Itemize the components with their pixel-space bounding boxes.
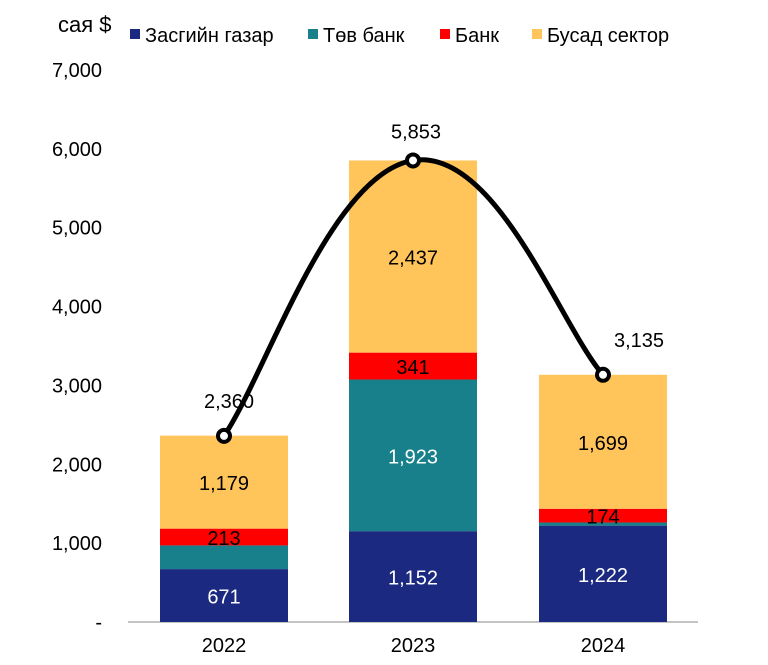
x-tick-label: 2022 <box>202 635 247 657</box>
legend-swatch-4 <box>532 29 542 39</box>
y-tick-label: 3,000 <box>52 375 102 397</box>
y-tick-label: 2,000 <box>52 454 102 476</box>
legend-swatch-2 <box>308 29 318 39</box>
data-label: 1,699 <box>578 433 628 455</box>
total-label: 3,135 <box>614 330 664 352</box>
y-unit-label: сая $ <box>58 12 112 37</box>
y-tick-label: 5,000 <box>52 218 102 240</box>
bar-segment <box>539 522 667 526</box>
y-tick-label: 1,000 <box>52 533 102 555</box>
data-label: 341 <box>396 357 429 379</box>
y-tick-label: 6,000 <box>52 139 102 161</box>
data-label: 671 <box>207 587 240 609</box>
x-tick-label: 2023 <box>391 635 436 657</box>
legend-label-4: Бусад сектор <box>547 25 669 47</box>
y-tick-label: 7,000 <box>52 60 102 82</box>
total-label: 2,360 <box>204 391 254 413</box>
bar-segment <box>160 528 288 546</box>
bar-segment <box>349 531 477 622</box>
bar-segment <box>539 508 667 523</box>
legend-swatch-3 <box>440 29 450 39</box>
bar-segment <box>349 379 477 532</box>
y-tick-label: 4,000 <box>52 297 102 319</box>
legend-label-3: Банк <box>455 25 499 47</box>
total-label: 5,853 <box>391 121 441 143</box>
bar-segment <box>349 160 477 353</box>
bar-segment <box>349 352 477 380</box>
data-label: 2,437 <box>388 248 438 270</box>
x-tick-label: 2024 <box>581 635 626 657</box>
total-marker <box>216 427 232 444</box>
y-tick-label: - <box>95 612 102 634</box>
data-label: 1,222 <box>578 565 628 587</box>
bar-segment <box>160 435 288 529</box>
data-label: 1,179 <box>199 473 249 495</box>
bar-segment <box>539 525 667 622</box>
data-label: 213 <box>207 528 240 550</box>
legend-label-2: Төв банк <box>323 25 405 47</box>
bar-segment <box>160 569 288 622</box>
total-marker <box>405 152 421 169</box>
data-label: 1,152 <box>388 568 438 590</box>
legend-label-1: Засгийн газар <box>145 25 274 47</box>
total-marker <box>595 366 611 383</box>
bar-segment <box>160 545 288 570</box>
data-label: 1,923 <box>388 446 438 468</box>
data-label: 174 <box>586 507 619 529</box>
bar-segment <box>539 374 667 509</box>
legend-swatch-1 <box>130 29 140 39</box>
